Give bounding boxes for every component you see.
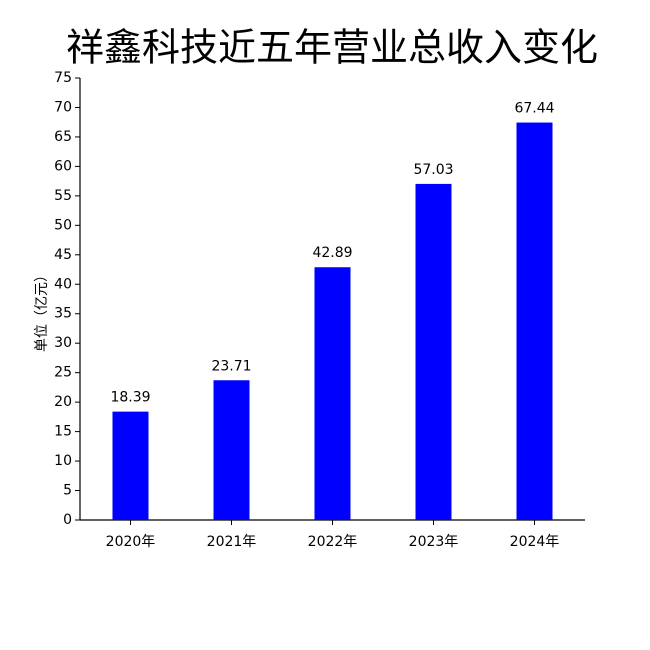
bar: [213, 380, 250, 520]
x-tick-label: 2022年: [308, 534, 358, 550]
data-label: 57.03: [413, 162, 453, 178]
y-tick-label: 15: [54, 424, 72, 440]
y-tick-label: 5: [63, 483, 72, 499]
y-tick-label: 35: [54, 306, 72, 322]
bar: [415, 183, 452, 520]
y-tick-label: 50: [54, 217, 72, 233]
y-tick-label: 25: [54, 365, 72, 381]
y-tick-label: 0: [63, 512, 72, 528]
y-tick-label: 70: [54, 99, 72, 115]
y-tick-label: 65: [54, 129, 72, 145]
y-tick-label: 40: [54, 276, 72, 292]
bar: [112, 411, 149, 520]
x-tick-label: 2020年: [106, 534, 156, 550]
y-axis-label: 单位（亿元）: [34, 268, 50, 352]
x-tick-label: 2021年: [207, 534, 257, 550]
data-label: 42.89: [312, 245, 352, 261]
data-label: 18.39: [110, 390, 150, 406]
y-tick-label: 60: [54, 158, 72, 174]
data-label: 67.44: [514, 101, 554, 117]
bar: [516, 122, 553, 521]
y-tick-label: 55: [54, 188, 72, 204]
y-tick-label: 20: [54, 394, 72, 410]
bar: [314, 267, 351, 520]
data-label: 23.71: [211, 358, 251, 374]
y-tick-label: 75: [54, 70, 72, 86]
y-tick-label: 10: [54, 453, 72, 469]
x-tick-label: 2024年: [510, 534, 560, 550]
y-tick-label: 30: [54, 335, 72, 351]
x-tick-label: 2023年: [409, 534, 459, 550]
y-tick-label: 45: [54, 247, 72, 263]
chart-title: 祥鑫科技近五年营业总收入变化: [66, 26, 598, 70]
